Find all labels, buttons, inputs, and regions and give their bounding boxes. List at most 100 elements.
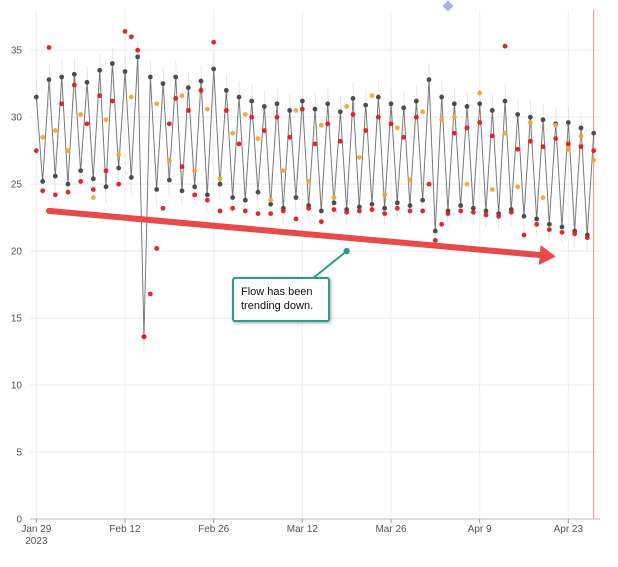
data-point [413,98,419,104]
data-point [483,212,489,218]
data-point [116,152,122,158]
data-point [198,87,204,93]
data-point [578,125,584,131]
data-point [331,207,337,212]
data-point [515,146,521,152]
data-point [540,117,546,123]
data-point [407,208,413,214]
data-point [553,136,559,141]
data-point [154,187,160,192]
data-point [464,104,470,109]
data-point [394,205,400,211]
data-point [382,192,388,198]
data-point [312,106,318,112]
data-point [591,157,597,163]
data-point [363,102,369,108]
x-tick-label: Mar 26 [375,524,407,535]
data-point [325,121,331,127]
y-tick-label: 0 [16,515,22,526]
data-point [394,200,400,206]
data-point [388,101,394,107]
data-point [236,94,242,100]
data-point [293,195,299,200]
data-point [521,213,527,219]
data-point [154,246,160,251]
trend-arrow-head [538,245,556,265]
data-point [52,128,58,133]
y-tick-label: 30 [11,113,23,124]
data-point [185,85,191,91]
data-point [420,109,426,115]
data-point [46,45,52,50]
data-point [65,148,71,154]
data-point [280,208,286,214]
data-point [546,221,552,227]
data-point [426,77,432,83]
data-point [559,229,565,235]
data-point [84,121,90,127]
data-point [128,94,134,100]
x-tick-label: Mar 12 [287,524,319,535]
data-point [287,108,293,113]
data-point [439,221,445,227]
data-point [293,108,299,113]
data-point [192,184,198,190]
x-tick-label: Apr 23 [554,524,584,535]
data-point [97,93,103,99]
data-point [432,237,438,243]
data-point [109,61,115,66]
data-point [223,108,229,113]
data-point [578,144,584,150]
data-point [502,98,508,104]
data-point [166,177,172,183]
diamond-marker[interactable] [442,0,454,12]
data-point [268,197,274,203]
annotation-line-1: Flow has been [241,286,313,298]
data-point [527,120,533,125]
data-point [33,148,39,154]
gridlines [30,10,600,520]
data-point [59,74,65,80]
data-point [369,93,375,99]
data-point [280,168,286,174]
data-point [356,154,362,160]
data-point [369,207,375,212]
data-point [534,221,540,227]
data-point [382,205,388,211]
diamond-marker-shape [442,0,454,12]
y-tick-label: 10 [11,381,23,392]
data-point [179,93,185,99]
data-point [230,195,236,200]
data-point [97,67,103,73]
data-point [451,101,457,107]
data-point [103,184,109,190]
data-point [255,136,261,141]
data-point [90,176,96,182]
data-point [591,148,597,154]
x-tick-label: Jan 29 [21,524,51,535]
x-tick-label: Apr 9 [468,524,492,535]
data-point [464,181,470,187]
data-point [135,54,141,60]
x-tick-label: Feb 26 [198,524,230,535]
data-point [375,94,381,100]
data-point [420,197,426,203]
data-point [217,176,223,182]
data-point [527,114,533,120]
data-point [255,211,261,217]
data-point [306,205,312,211]
data-point [299,98,305,104]
data-point [179,188,185,194]
data-point [147,74,153,80]
data-point [356,204,362,210]
data-point [451,114,457,120]
data-point [71,82,77,88]
data-point [350,96,356,101]
data-point [458,208,464,214]
data-point [553,122,559,128]
data-point [179,164,185,170]
data-point [204,192,210,198]
data-point [546,227,552,233]
